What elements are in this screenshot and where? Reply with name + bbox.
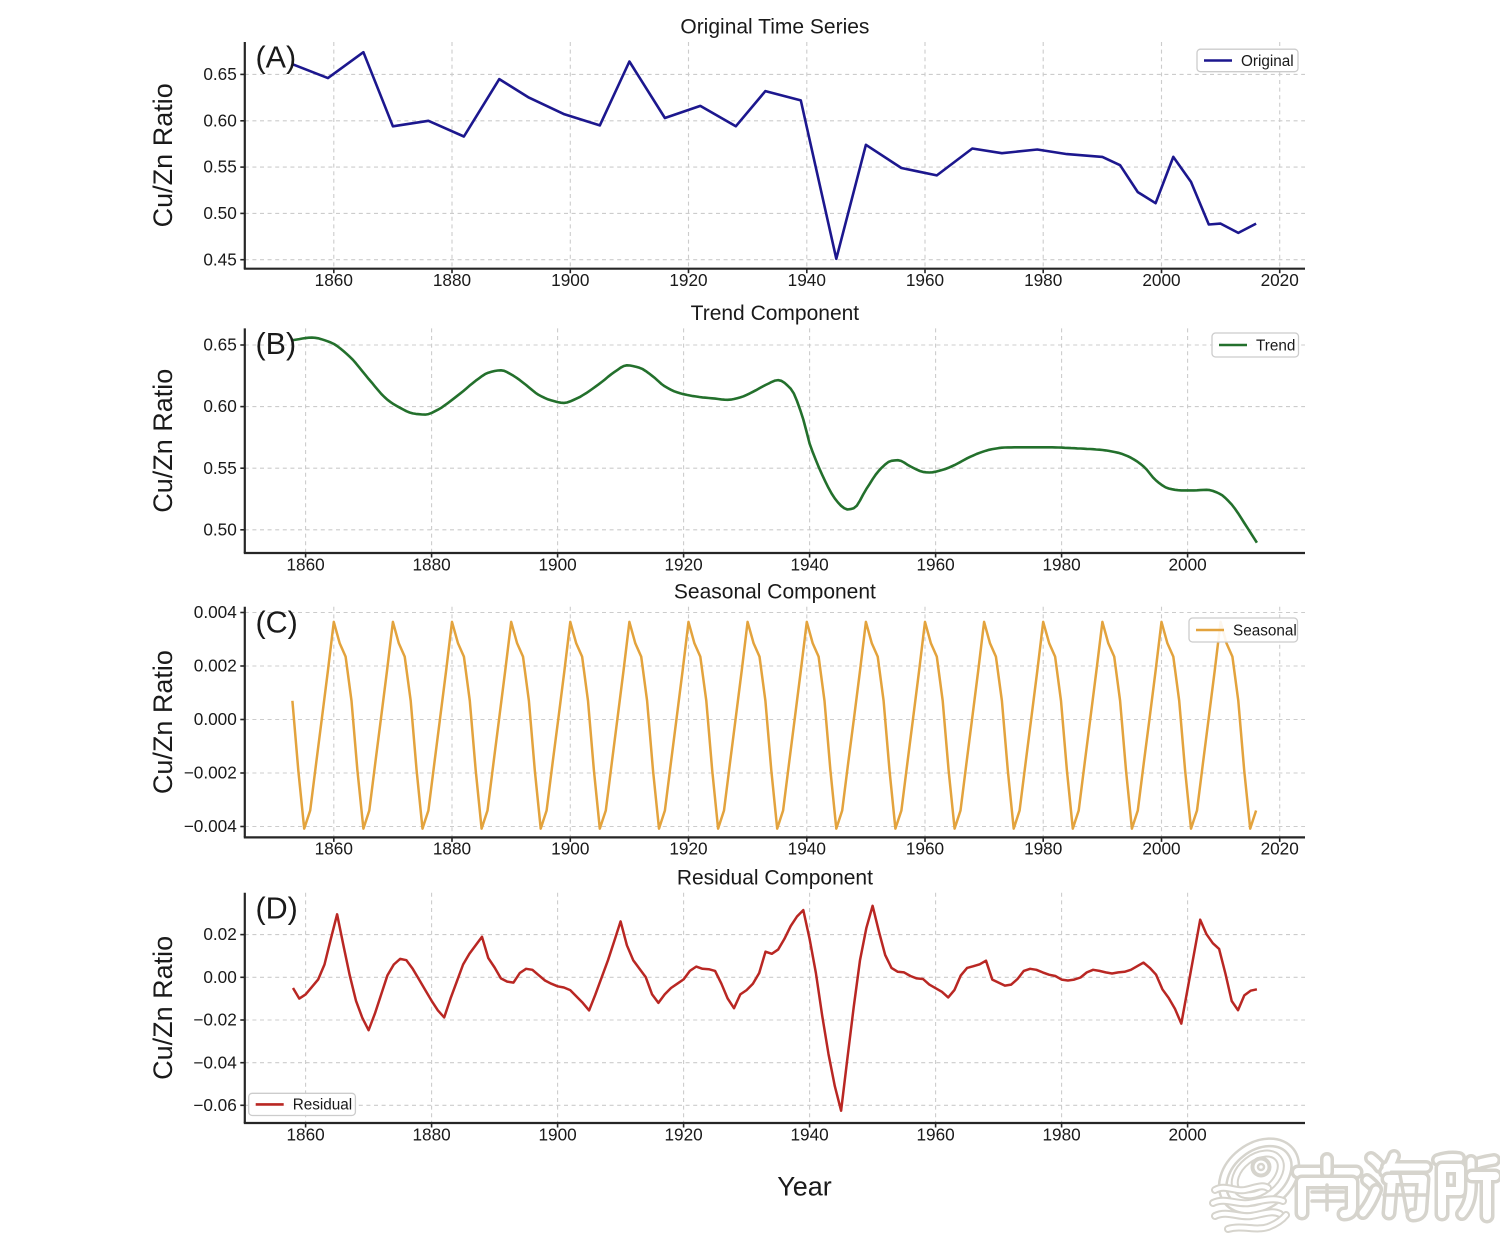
svg-text:1960: 1960 xyxy=(906,270,944,290)
svg-text:Cu/Zn Ratio: Cu/Zn Ratio xyxy=(148,83,178,227)
svg-text:1900: 1900 xyxy=(538,554,576,574)
svg-text:1940: 1940 xyxy=(790,554,828,574)
svg-text:2020: 2020 xyxy=(1261,839,1299,859)
svg-text:0.02: 0.02 xyxy=(203,924,236,944)
svg-text:Original: Original xyxy=(1241,53,1294,70)
svg-text:2020: 2020 xyxy=(1261,270,1299,290)
svg-text:0.55: 0.55 xyxy=(203,458,236,478)
svg-text:1900: 1900 xyxy=(551,270,589,290)
svg-text:Cu/Zn Ratio: Cu/Zn Ratio xyxy=(148,369,178,513)
svg-text:1960: 1960 xyxy=(916,554,954,574)
svg-text:0.45: 0.45 xyxy=(203,249,236,269)
svg-text:−0.02: −0.02 xyxy=(193,1010,237,1030)
svg-text:Residual Component: Residual Component xyxy=(677,866,873,889)
svg-text:0.00: 0.00 xyxy=(203,967,236,987)
svg-text:1980: 1980 xyxy=(1024,839,1062,859)
svg-text:Cu/Zn Ratio: Cu/Zn Ratio xyxy=(148,936,178,1080)
svg-text:(B): (B) xyxy=(256,327,297,361)
svg-text:1860: 1860 xyxy=(286,1124,324,1144)
svg-text:−0.04: −0.04 xyxy=(193,1052,237,1072)
svg-text:0.65: 0.65 xyxy=(203,64,236,84)
svg-text:1920: 1920 xyxy=(664,1124,702,1144)
svg-text:1880: 1880 xyxy=(433,839,471,859)
svg-text:2000: 2000 xyxy=(1142,270,1180,290)
svg-text:2000: 2000 xyxy=(1168,554,1206,574)
svg-text:0.000: 0.000 xyxy=(194,709,237,729)
svg-text:0.004: 0.004 xyxy=(194,602,237,622)
svg-text:Year: Year xyxy=(777,1172,832,1202)
svg-text:1920: 1920 xyxy=(669,839,707,859)
svg-text:0.002: 0.002 xyxy=(194,656,237,676)
svg-text:1880: 1880 xyxy=(433,270,471,290)
svg-text:1980: 1980 xyxy=(1042,554,1080,574)
svg-text:Trend Component: Trend Component xyxy=(691,302,860,325)
svg-text:1920: 1920 xyxy=(664,554,702,574)
svg-text:1980: 1980 xyxy=(1042,1124,1080,1144)
svg-text:0.60: 0.60 xyxy=(203,110,236,130)
svg-text:Cu/Zn Ratio: Cu/Zn Ratio xyxy=(148,650,178,794)
svg-text:(C): (C) xyxy=(256,605,298,639)
svg-text:1860: 1860 xyxy=(315,839,353,859)
svg-text:1960: 1960 xyxy=(906,839,944,859)
svg-text:1900: 1900 xyxy=(551,839,589,859)
svg-text:1980: 1980 xyxy=(1024,270,1062,290)
svg-text:1900: 1900 xyxy=(538,1124,576,1144)
svg-text:1860: 1860 xyxy=(286,554,324,574)
svg-text:1920: 1920 xyxy=(669,270,707,290)
svg-text:Original Time Series: Original Time Series xyxy=(680,16,869,39)
svg-text:Seasonal Component: Seasonal Component xyxy=(674,580,876,603)
svg-text:1880: 1880 xyxy=(412,554,450,574)
svg-text:1860: 1860 xyxy=(315,270,353,290)
svg-text:1940: 1940 xyxy=(788,839,826,859)
svg-text:1960: 1960 xyxy=(916,1124,954,1144)
svg-text:0.50: 0.50 xyxy=(203,519,236,539)
svg-text:−0.002: −0.002 xyxy=(184,763,237,783)
svg-text:1880: 1880 xyxy=(412,1124,450,1144)
svg-text:−0.004: −0.004 xyxy=(184,816,237,836)
svg-text:2000: 2000 xyxy=(1142,839,1180,859)
svg-text:0.60: 0.60 xyxy=(203,396,236,416)
svg-text:0.55: 0.55 xyxy=(203,157,236,177)
svg-text:Trend: Trend xyxy=(1256,337,1295,354)
svg-text:0.65: 0.65 xyxy=(203,335,236,355)
svg-text:Seasonal: Seasonal xyxy=(1233,622,1297,639)
svg-text:0.50: 0.50 xyxy=(203,203,236,223)
svg-text:1940: 1940 xyxy=(788,270,826,290)
svg-text:−0.06: −0.06 xyxy=(193,1095,237,1115)
svg-text:1940: 1940 xyxy=(790,1124,828,1144)
svg-text:(A): (A) xyxy=(256,41,297,75)
svg-text:Residual: Residual xyxy=(293,1097,353,1114)
svg-text:2000: 2000 xyxy=(1168,1124,1206,1144)
svg-text:(D): (D) xyxy=(256,891,298,925)
